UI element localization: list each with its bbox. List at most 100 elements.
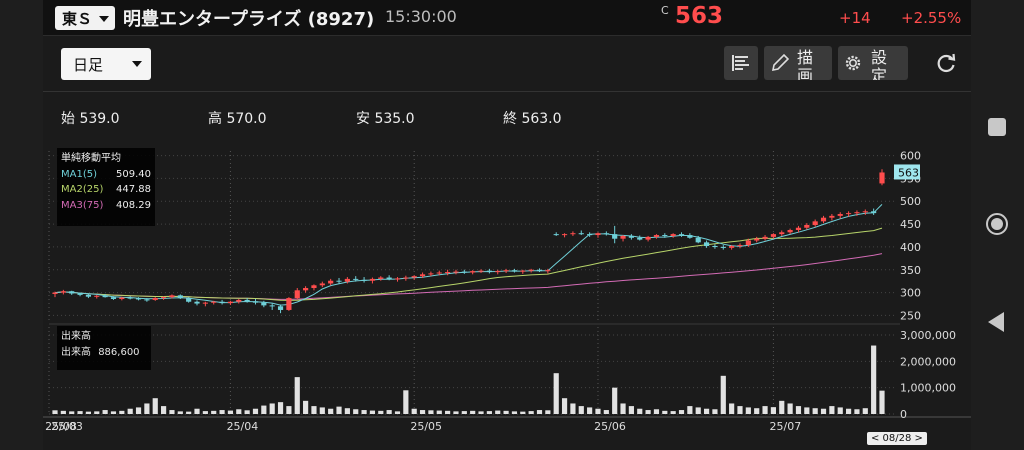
- candle: [862, 211, 868, 213]
- volume-bar: [152, 398, 158, 414]
- draw-button[interactable]: 描画: [764, 46, 832, 80]
- candle: [587, 234, 593, 236]
- candle: [219, 301, 225, 304]
- volume-bar: [252, 408, 259, 414]
- volume-bar: [795, 406, 802, 414]
- volume-bar: [779, 400, 785, 414]
- volume-bar: [311, 406, 317, 414]
- candle: [161, 297, 167, 299]
- candle: [110, 297, 117, 299]
- candle: [561, 234, 568, 236]
- volume-bar: [169, 410, 175, 414]
- ma1-value: 509.40: [116, 168, 151, 180]
- ma3-name: MA3(75): [61, 199, 104, 211]
- volume-bar: [286, 406, 292, 414]
- candle: [520, 270, 526, 272]
- recent-apps-button[interactable]: [971, 107, 1024, 147]
- candle: [470, 271, 476, 273]
- candle: [269, 305, 275, 307]
- candle: [703, 242, 710, 247]
- price-tick-label: 300: [900, 287, 921, 300]
- candle: [829, 215, 835, 218]
- volume-bar: [570, 403, 576, 414]
- home-button[interactable]: [971, 204, 1024, 244]
- volume-bar: [135, 407, 142, 414]
- selected-date-label[interactable]: < 08/28 >: [867, 432, 927, 445]
- market-selector[interactable]: 東Ｓ: [55, 6, 115, 30]
- volume-bar: [378, 410, 384, 414]
- ma2-name: MA2(25): [61, 184, 104, 195]
- high-value: 高 570.0: [208, 111, 267, 127]
- candle: [353, 278, 359, 280]
- candle: [695, 237, 701, 243]
- candle: [871, 211, 877, 214]
- price-tick-label: 350: [900, 264, 921, 277]
- volume-bar: [737, 406, 743, 414]
- volume-bar: [503, 410, 509, 414]
- price-volume-chart[interactable]: 25030035040045050055060001,000,0002,000,…: [43, 145, 971, 450]
- volume-bar: [119, 410, 125, 414]
- volume-bar: [578, 406, 584, 414]
- candle: [804, 224, 810, 228]
- candle: [779, 232, 785, 235]
- current-price-tag: 563: [898, 166, 919, 179]
- volume-bar: [603, 410, 609, 414]
- candle: [570, 233, 576, 235]
- candle: [645, 236, 651, 240]
- volume-bar: [478, 411, 484, 414]
- candle: [194, 301, 200, 304]
- month-tick-label: 25/04: [227, 420, 259, 433]
- candle: [653, 235, 660, 237]
- candle: [119, 297, 125, 299]
- volume-bar: [453, 411, 459, 414]
- candle: [854, 212, 860, 214]
- volume-bar: [762, 406, 768, 414]
- ma5-line: [54, 204, 883, 306]
- back-button[interactable]: [971, 302, 1024, 342]
- candle: [787, 230, 793, 233]
- volume-bar: [361, 410, 367, 414]
- ma1-legend-item: MA1(5) 509.40: [61, 167, 151, 183]
- price-tick-label: 450: [900, 218, 921, 231]
- candle: [762, 236, 768, 239]
- ma-legend: 単純移動平均 MA1(5) 509.40 MA2(25) 447.88 MA3(…: [57, 148, 155, 226]
- volume-bar: [770, 407, 776, 414]
- volume-bar: [812, 408, 818, 414]
- price-change-percent: +2.55%: [901, 9, 962, 27]
- volume-tick-label: 2,000,000: [900, 355, 956, 368]
- candle: [361, 279, 367, 281]
- market-label: 東Ｓ: [62, 10, 93, 28]
- month-tick-label: 25/08: [45, 420, 77, 433]
- candle: [453, 271, 459, 273]
- candle: [294, 290, 300, 299]
- volume-bar: [244, 410, 250, 414]
- candle: [386, 277, 392, 280]
- price-tick-label: 400: [900, 241, 921, 254]
- volume-label: 出来高: [61, 346, 91, 358]
- align-button[interactable]: [724, 46, 758, 80]
- volume-bar: [77, 411, 83, 414]
- low-value: 安 535.0: [356, 111, 415, 127]
- period-selector[interactable]: 日足: [61, 48, 151, 80]
- draw-label: 描画: [797, 48, 820, 81]
- candle: [419, 274, 426, 277]
- candle: [102, 295, 108, 298]
- chart-toolbar: 日足 描画 設定: [43, 36, 971, 92]
- volume-bar: [678, 410, 685, 414]
- volume-bar: [445, 410, 451, 414]
- candle: [478, 270, 484, 272]
- volume-bar: [294, 377, 300, 414]
- candle: [670, 234, 676, 236]
- volume-bar: [495, 410, 501, 414]
- volume-bar: [461, 411, 467, 414]
- settings-button[interactable]: 設定: [838, 46, 908, 80]
- volume-bar: [202, 411, 208, 414]
- volume-bar: [511, 411, 518, 414]
- candle: [737, 245, 743, 247]
- volume-bar: [85, 411, 92, 414]
- volume-bar: [712, 409, 718, 414]
- volume-bar: [486, 411, 492, 414]
- refresh-icon[interactable]: [933, 50, 959, 76]
- candle: [578, 233, 584, 235]
- volume-bar: [69, 411, 75, 414]
